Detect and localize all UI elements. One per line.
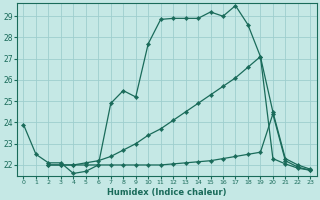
X-axis label: Humidex (Indice chaleur): Humidex (Indice chaleur)	[107, 188, 227, 197]
